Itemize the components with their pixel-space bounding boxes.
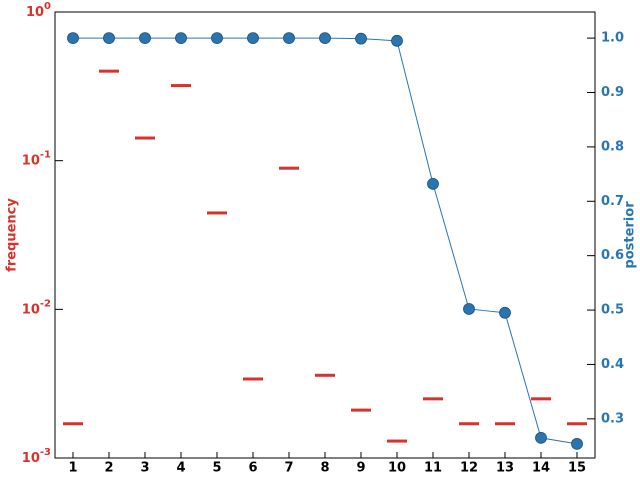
posterior-point [175,32,187,45]
x-tick-label: 4 [176,461,185,476]
posterior-point [355,32,367,45]
frequency-mark [279,166,299,170]
y-tick-label: 10-3 [22,447,51,466]
x-tick-label: 1 [68,461,77,476]
x-tick-label: 2 [104,461,113,476]
series-line [73,37,578,445]
y2-tick-label: 0.9 [601,85,624,100]
posterior-point [535,431,547,444]
posterior-point [139,32,151,45]
posterior-point [67,32,79,45]
frequency-mark [531,397,551,401]
y-axis-label: frequency [5,198,20,272]
frequency-mark [207,211,227,215]
posterior-point [283,32,295,45]
posterior-point [499,306,511,319]
posterior-point [427,177,439,190]
x-tick-label: 6 [248,461,257,476]
posterior-point [211,32,223,45]
frequency-mark [243,377,263,381]
frequency-mark [63,422,83,426]
x-tick-label: 10 [388,461,406,476]
y2-tick-label: 0.5 [601,303,624,318]
y2-tick-label: 0.3 [601,411,624,426]
posterior-point [391,34,403,47]
x-tick-label: 13 [496,461,514,476]
y2-tick-label: 0.4 [601,357,624,372]
y2-axis-label: posterior [623,201,638,269]
posterior-point [103,32,115,45]
frequency-mark [567,422,587,426]
y2-tick-label: 0.8 [601,139,624,154]
x-tick-label: 3 [140,461,149,476]
frequency-mark [315,373,335,377]
frequency-mark [171,84,191,88]
x-tick-label: 5 [212,461,221,476]
y2-tick-label: 0.6 [601,248,624,263]
posterior-point [463,303,475,315]
y-tick-label: 10-1 [22,150,51,169]
frequency-mark [387,439,407,443]
frequency-mark [459,422,479,426]
y2-tick-label: 0.7 [601,194,624,209]
x-tick-label: 14 [532,461,550,476]
plot-frame [54,11,596,459]
frequency-mark [495,422,515,426]
y-tick-label: 100 [26,1,51,20]
frequency-mark [135,136,155,140]
x-tick-label: 11 [424,461,442,476]
y-tick-label: 10-2 [22,298,51,317]
posterior-point [319,32,331,45]
frequency-mark [423,397,443,401]
x-tick-label: 7 [284,461,293,476]
frequency-mark [351,408,371,412]
y2-tick-label: 1.0 [601,31,624,46]
frequency-mark [99,69,119,73]
posterior-point [247,32,259,45]
posterior-point [571,437,583,450]
x-tick-label: 9 [356,461,365,476]
x-tick-label: 15 [568,461,586,476]
x-tick-label: 8 [320,461,329,476]
x-tick-label: 12 [460,461,478,476]
